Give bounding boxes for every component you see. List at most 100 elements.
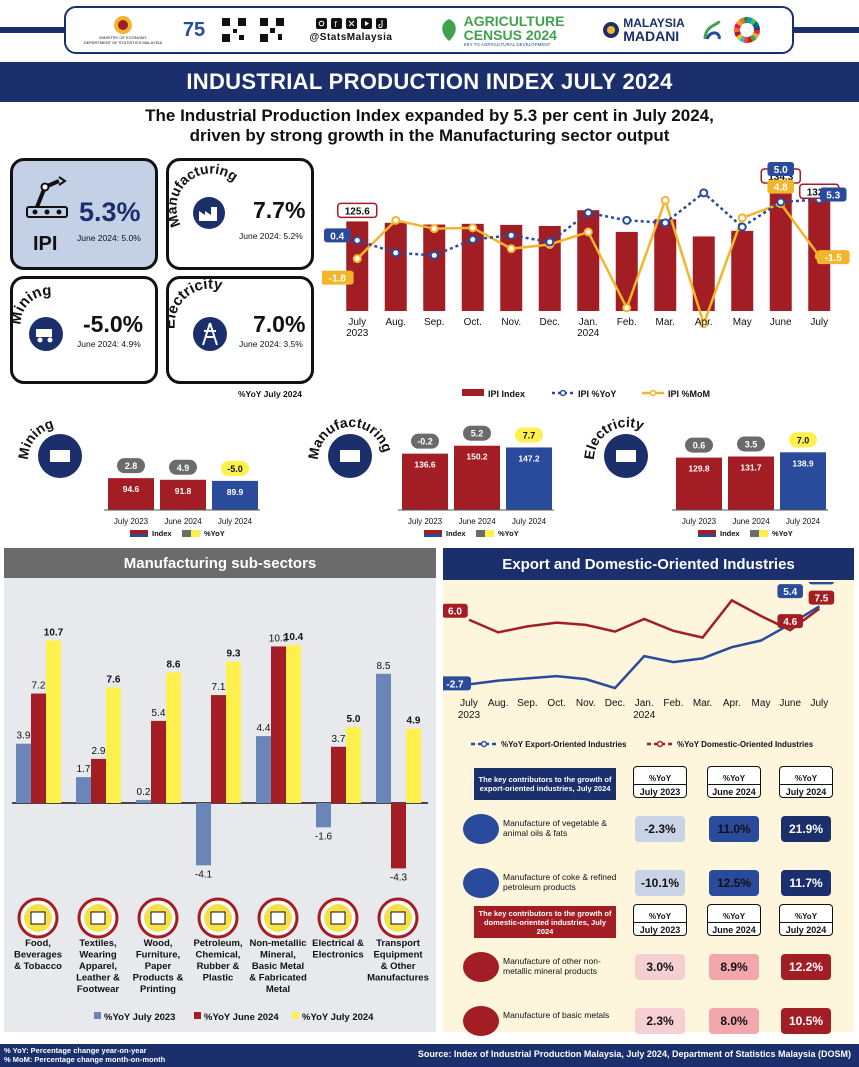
sector-index-value: 94.6 xyxy=(123,484,140,494)
subsector-category-label: Products & xyxy=(133,973,184,984)
contributor-value: 21.9% xyxy=(781,816,831,842)
ipi-index-bar xyxy=(577,210,600,311)
page-title: INDUSTRIAL PRODUCTION INDEX JULY 2024 xyxy=(0,62,859,102)
subsector-icon-glyph xyxy=(90,911,106,925)
mining-icon-glyph xyxy=(50,450,70,462)
madani-emblem-icon xyxy=(603,22,620,38)
ipi-june-index-label: 134.3 xyxy=(768,172,793,183)
legend-index-swatch-b xyxy=(424,534,442,537)
subsector-value-label: 8.5 xyxy=(377,661,391,672)
ipi-yoy-point xyxy=(699,188,709,198)
social-handles[interactable]: f @StatsMalaysia xyxy=(296,17,406,43)
contributor-label: Manufacture of vegetable & animal oils &… xyxy=(503,818,607,838)
subsectors-title: Manufacturing sub-sectors xyxy=(4,548,436,578)
subsector-category-label: Wood, xyxy=(144,938,173,949)
subsector-bar xyxy=(256,736,271,803)
subsector-value-label: 4.9 xyxy=(407,716,421,727)
subsector-bar xyxy=(91,758,106,803)
contributor-value: 8.9% xyxy=(709,954,759,980)
sector-index-bar xyxy=(676,457,722,510)
subsector-category-label: Metal xyxy=(266,984,290,995)
mining-truck-icon xyxy=(29,317,63,351)
sector-period-label: July 2023 xyxy=(408,517,443,526)
subsector-bar xyxy=(346,727,361,803)
calendar-column-header: %YoY July 2023 xyxy=(633,904,687,936)
instagram-icon[interactable] xyxy=(315,17,327,29)
calendar-period-label: June 2024 xyxy=(712,925,756,935)
manufacturing-june-note: June 2024: 5.2% xyxy=(239,231,303,241)
crest-icon xyxy=(114,16,132,34)
electricity-card: Electricity 7.0% June 2024: 3.5% xyxy=(166,276,314,384)
calendar-column-header: %YoY July 2024 xyxy=(779,904,833,936)
ipi-month-label: June xyxy=(770,317,792,328)
subsector-bar xyxy=(46,640,61,803)
subsector-bar xyxy=(316,803,331,828)
x-icon[interactable] xyxy=(345,17,357,29)
export-june-label: 5.4 xyxy=(783,587,797,598)
qr-code-icon xyxy=(220,16,248,44)
subsector-icon-glyph xyxy=(150,911,166,925)
domestic-july-label-box xyxy=(808,590,835,605)
subsector-icon-glyph xyxy=(30,911,46,925)
subsector-category-label: Textiles, xyxy=(79,938,116,949)
export-month-label: Aug. xyxy=(488,698,509,709)
ipi-month-label: July xyxy=(348,317,366,328)
legend-index-swatch xyxy=(462,389,484,396)
contributor-value: 10.5% xyxy=(781,1008,831,1034)
subsector-icon-glyph xyxy=(390,911,406,925)
contributor-value: 12.5% xyxy=(709,870,759,896)
legend-index-swatch-b xyxy=(698,534,716,537)
ipi-yoy-point xyxy=(583,208,593,218)
legend-yoy-swatch-b xyxy=(759,530,768,537)
subsector-category-label: Rubber & xyxy=(197,961,240,972)
subsector-category-label: & Fabricated xyxy=(249,973,307,984)
sector-period-label: June 2024 xyxy=(458,517,496,526)
ipi-month-label: Oct. xyxy=(464,317,482,328)
subsector-bar xyxy=(166,672,181,803)
subsector-value-label: 9.3 xyxy=(227,649,241,660)
subsector-bar xyxy=(331,746,346,803)
sector-yoy-chip xyxy=(169,459,197,475)
ipi-mom-point xyxy=(391,215,401,225)
legend-domestic-label: %YoY Domestic-Oriented Industries xyxy=(677,740,814,749)
sector-yoy-value: -0.2 xyxy=(417,437,433,447)
domestic-first-label: 6.0 xyxy=(448,607,462,618)
ipi-index-bar xyxy=(769,190,792,311)
export-month-label: Dec. xyxy=(605,698,626,709)
ipi-first-mom-label-box xyxy=(322,270,354,285)
ipi-yoy-point xyxy=(776,197,786,207)
ipi-index-bar xyxy=(615,231,638,311)
legend-yoy-label: %YoY xyxy=(204,529,225,538)
sector-index-value: 138.9 xyxy=(792,458,814,468)
ipi-label: IPI xyxy=(33,233,58,255)
legend-index-swatch xyxy=(698,530,716,537)
ipi-index-bar xyxy=(346,221,369,311)
export-line xyxy=(468,605,821,690)
subsector-bar xyxy=(286,644,301,803)
facebook-icon[interactable]: f xyxy=(330,17,342,29)
subsector-bar xyxy=(136,799,151,803)
legend-yoy-swatch xyxy=(182,530,191,537)
subsector-category-label: & Tobacco xyxy=(14,961,62,972)
subsector-category-label: Electronics xyxy=(312,950,363,961)
subsector-category-label: Food, xyxy=(25,938,51,949)
calendar-period-label: July 2024 xyxy=(785,787,827,797)
ipi-mom-point xyxy=(468,223,478,233)
sector-index-value: 136.6 xyxy=(414,460,436,470)
contributor-value: 3.0% xyxy=(635,954,685,980)
sdg-wheel-icon xyxy=(734,17,760,43)
sector-index-bar xyxy=(402,453,448,510)
ipi-month-label: Aug. xyxy=(385,317,406,328)
export-month-label: Nov. xyxy=(576,698,596,709)
legend-yoy-label: %YoY xyxy=(772,529,793,538)
subsector-value-label: 10.7 xyxy=(44,627,64,638)
sector-yoy-value: 2.8 xyxy=(125,461,138,471)
youtube-icon[interactable] xyxy=(360,17,372,29)
legend-label: IPI Index xyxy=(488,389,525,399)
export-month-label: 2024 xyxy=(633,710,656,721)
manufacturing-card: Manufacturing 7.7% June 2024: 5.2% xyxy=(166,158,314,270)
qr-code-icon xyxy=(258,16,286,44)
tiktok-icon[interactable] xyxy=(375,17,387,29)
sector-index-value: 91.8 xyxy=(175,486,192,496)
mining-arc-label: Mining xyxy=(13,282,63,351)
